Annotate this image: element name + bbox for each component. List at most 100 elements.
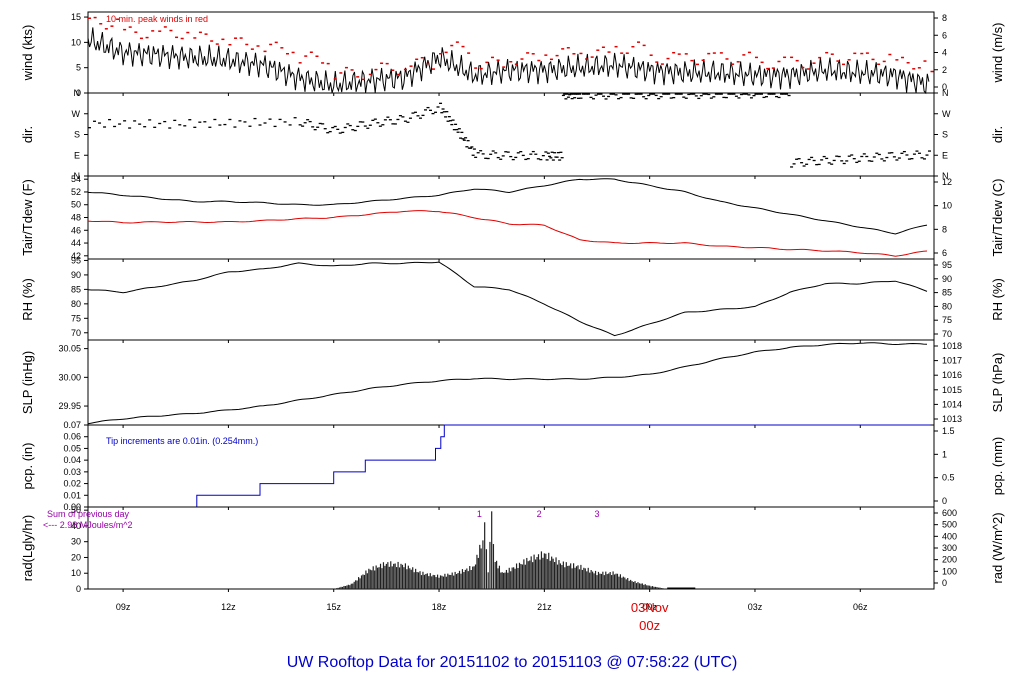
wind-peak-mark [731, 63, 735, 65]
wind-tick-label-left: 15 [71, 12, 81, 22]
wind-peak-mark [625, 52, 629, 54]
direction-point [857, 160, 861, 162]
wind-peak-mark [256, 45, 260, 47]
direction-point [143, 126, 147, 128]
direction-point [341, 131, 345, 134]
wind-peak-mark [549, 58, 553, 61]
direction-point [607, 95, 611, 98]
direction-point [642, 96, 646, 98]
wind-tick-label-right: 0 [942, 82, 947, 92]
precipitation-tick-label-right: 1 [942, 449, 947, 459]
direction-point [440, 112, 444, 114]
direction-point [471, 154, 475, 156]
direction-point [496, 156, 500, 159]
relative_humidity-tick-label-right: 75 [942, 315, 952, 325]
direction-point [168, 127, 172, 129]
direction-point [584, 93, 588, 95]
pressure-tick-label-left: 30.00 [58, 372, 81, 382]
direction-point [747, 94, 751, 96]
direction-tick-label-left: W [72, 109, 81, 119]
wind-peak-mark [175, 36, 179, 39]
solar_radiation-tick-label-left: 30 [71, 537, 81, 547]
wind-peak-mark [426, 62, 430, 65]
direction-point [368, 124, 372, 126]
direction-point [413, 111, 417, 113]
direction-point [612, 93, 616, 95]
direction-point [560, 157, 564, 159]
direction-point [797, 158, 801, 160]
wind-peak-mark [825, 51, 829, 54]
wind-peak-mark [415, 58, 419, 61]
direction-point [233, 126, 237, 128]
wind-peak-mark [860, 52, 864, 55]
wind-peak-mark [555, 54, 559, 57]
wind-peak-mark [684, 53, 688, 55]
direction-point [462, 139, 466, 141]
wind-peak-mark [871, 58, 875, 61]
direction-point [331, 126, 335, 129]
x-tick-label: 09z [116, 602, 131, 612]
direction-point [734, 95, 738, 97]
solar_radiation-tick-label-left: 10 [71, 568, 81, 578]
direction-point [604, 98, 608, 100]
direction-point [810, 156, 814, 159]
direction-point [551, 159, 555, 161]
wind-peak-mark [228, 43, 232, 46]
wind-peak-mark [801, 66, 805, 69]
direction-point [434, 111, 438, 113]
direction-point [489, 153, 493, 155]
direction-point [902, 150, 906, 153]
wind-peak-mark [361, 78, 365, 81]
direction-point [391, 123, 395, 125]
wind-peak-mark [526, 52, 530, 54]
precipitation-tick-label-left: 0.05 [63, 443, 81, 453]
direction-point [108, 118, 112, 121]
wind-peak-mark [514, 63, 518, 65]
direction-point [707, 93, 711, 96]
solar_radiation-tick-label-right: 100 [942, 566, 957, 576]
wind-peak-mark [695, 63, 699, 66]
direction-point [381, 124, 385, 126]
direction-point [470, 146, 474, 148]
direction-point [622, 93, 626, 95]
direction-point [378, 125, 382, 127]
temperature-tick-label-right: 8 [942, 224, 947, 234]
temperature-tick-label-left: 46 [71, 225, 81, 235]
direction-point [333, 125, 337, 128]
direction-point [667, 93, 671, 95]
temperature-tick-label-left: 44 [71, 238, 81, 248]
wind-peak-mark [596, 49, 600, 51]
precipitation-right-axis-label: pcp. (mm) [990, 437, 1005, 496]
direction-point [812, 159, 816, 162]
direction-point [759, 93, 763, 95]
direction-point [840, 160, 844, 162]
wind-peak-mark [531, 53, 535, 55]
direction-point [912, 153, 916, 155]
precipitation-tick-label-right: 1.5 [942, 426, 955, 436]
wind-peak-mark [895, 59, 899, 61]
direction-point [524, 158, 528, 161]
direction-point [311, 126, 315, 128]
wind-peak-mark [888, 53, 892, 56]
solar_radiation-right-axis-label: rad (W/m^2) [990, 512, 1005, 583]
solar_radiation-tick-label-right: 0 [942, 578, 947, 588]
direction-point [662, 93, 666, 95]
direction-point [910, 158, 914, 160]
direction-point [865, 155, 869, 158]
direction-tick-label-left: N [74, 171, 81, 181]
direction-point [830, 163, 834, 165]
direction-point [550, 151, 554, 153]
direction-point [133, 120, 137, 122]
direction-point [835, 155, 839, 157]
direction-point [659, 96, 663, 98]
temperature-tick-label-left: 50 [71, 200, 81, 210]
direction-point [565, 93, 569, 95]
direction-point [820, 159, 824, 161]
direction-point [719, 93, 723, 95]
direction-point [895, 159, 899, 161]
direction-point [559, 151, 563, 153]
direction-point [455, 128, 459, 131]
wind-peak-mark [269, 43, 273, 46]
direction-point [702, 93, 706, 95]
direction-point [183, 125, 187, 127]
